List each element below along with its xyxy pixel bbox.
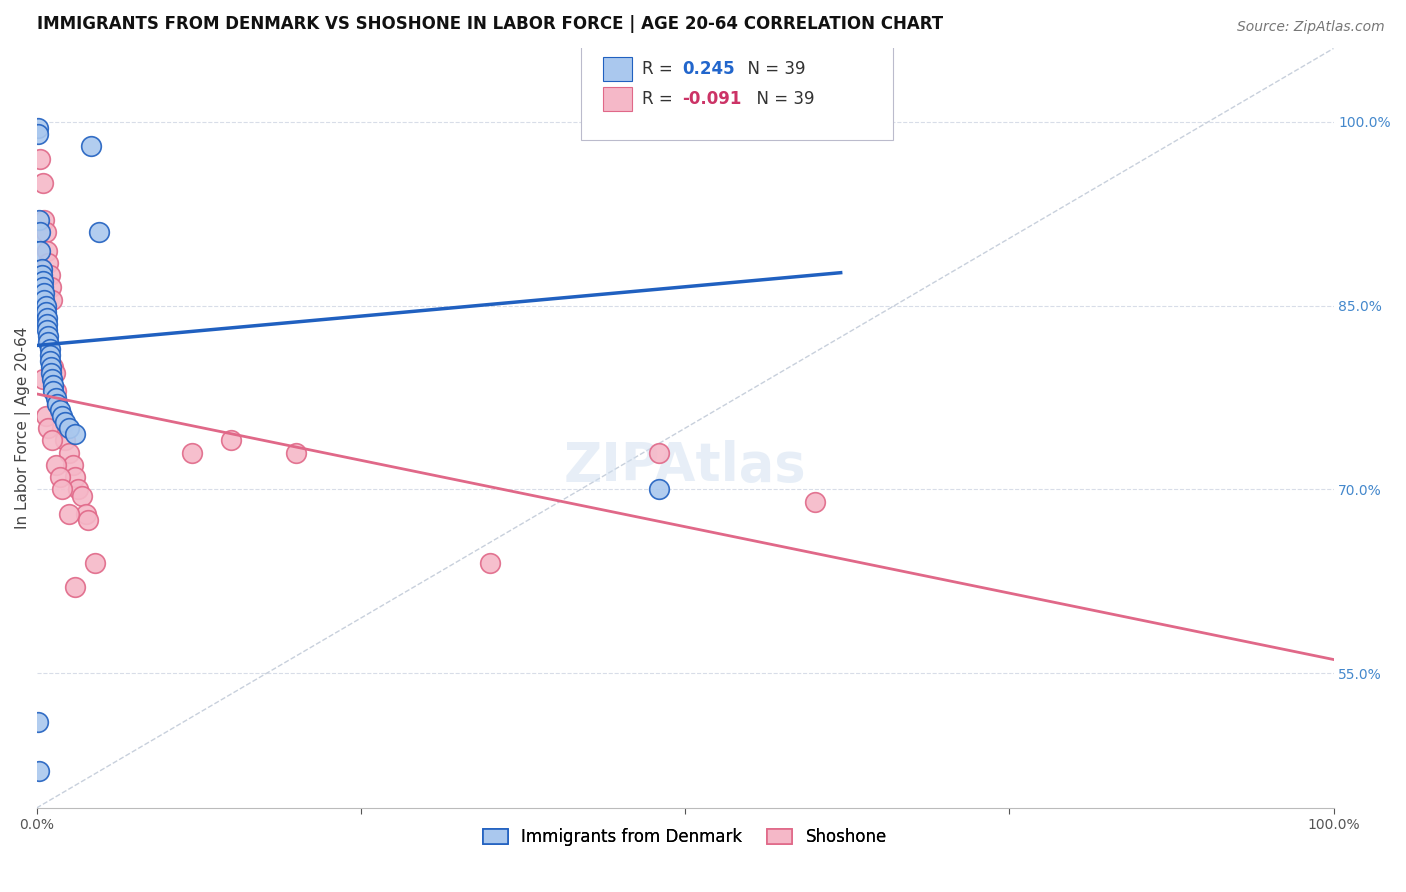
Point	[34, 293, 56, 307]
Point	[58, 421, 80, 435]
Point	[34, 305, 56, 319]
Point	[34, 409, 56, 423]
Point	[44, 366, 66, 380]
Point	[30, 152, 52, 166]
Point	[27, 715, 49, 730]
Point	[77, 513, 100, 527]
Text: -0.091: -0.091	[682, 90, 742, 108]
Point	[32, 280, 55, 294]
Point	[80, 139, 103, 153]
Point	[32, 372, 55, 386]
Point	[37, 421, 59, 435]
Point	[38, 342, 60, 356]
Point	[58, 507, 80, 521]
Point	[34, 299, 56, 313]
Text: ZIPAtlas: ZIPAtlas	[564, 440, 807, 492]
Point	[35, 244, 58, 258]
Text: 0.245: 0.245	[682, 60, 735, 78]
Point	[38, 348, 60, 362]
Point	[830, 115, 852, 129]
Text: N = 39: N = 39	[737, 60, 806, 78]
Point	[38, 268, 60, 282]
Point	[181, 446, 204, 460]
Point	[45, 384, 67, 399]
Point	[51, 421, 73, 435]
FancyBboxPatch shape	[603, 87, 631, 112]
Y-axis label: In Labor Force | Age 20-64: In Labor Force | Age 20-64	[15, 327, 31, 529]
Point	[37, 335, 59, 350]
Point	[28, 213, 51, 227]
Point	[42, 378, 65, 392]
Point	[62, 458, 84, 472]
Point	[58, 446, 80, 460]
Point	[67, 483, 90, 497]
Point	[65, 470, 87, 484]
Text: R =: R =	[643, 60, 678, 78]
Point	[37, 329, 59, 343]
Point	[219, 434, 242, 448]
Point	[41, 293, 63, 307]
Point	[84, 556, 107, 570]
Point	[31, 262, 53, 277]
Point	[37, 256, 59, 270]
Point	[32, 176, 55, 190]
Text: IMMIGRANTS FROM DENMARK VS SHOSHONE IN LABOR FORCE | AGE 20-64 CORRELATION CHART: IMMIGRANTS FROM DENMARK VS SHOSHONE IN L…	[37, 15, 942, 33]
Point	[38, 354, 60, 368]
Point	[65, 427, 87, 442]
Point	[30, 244, 52, 258]
Point	[648, 483, 671, 497]
Point	[27, 121, 49, 136]
Point	[46, 397, 69, 411]
Point	[75, 507, 97, 521]
Point	[42, 384, 65, 399]
Point	[46, 397, 69, 411]
Point	[32, 274, 55, 288]
Point	[27, 127, 49, 141]
Point	[51, 483, 73, 497]
Point	[49, 402, 72, 417]
Point	[45, 458, 67, 472]
Text: Source: ZipAtlas.com: Source: ZipAtlas.com	[1237, 20, 1385, 34]
Point	[35, 317, 58, 331]
Point	[30, 225, 52, 239]
Point	[28, 764, 51, 779]
Legend: Immigrants from Denmark, Shoshone: Immigrants from Denmark, Shoshone	[477, 822, 894, 853]
Point	[39, 280, 62, 294]
Point	[31, 268, 53, 282]
Point	[45, 391, 67, 405]
Text: N = 39: N = 39	[747, 90, 814, 108]
Text: R =: R =	[643, 90, 678, 108]
Point	[34, 225, 56, 239]
Point	[53, 434, 76, 448]
Point	[65, 581, 87, 595]
Point	[53, 415, 76, 429]
Point	[35, 323, 58, 337]
Point	[35, 310, 58, 325]
Point	[41, 372, 63, 386]
Point	[41, 434, 63, 448]
Point	[51, 409, 73, 423]
Point	[803, 494, 825, 508]
Point	[49, 470, 72, 484]
Point	[42, 359, 65, 374]
Point	[39, 359, 62, 374]
Point	[49, 409, 72, 423]
Point	[479, 556, 502, 570]
Point	[648, 446, 671, 460]
Point	[284, 446, 307, 460]
Point	[34, 213, 56, 227]
Point	[70, 489, 93, 503]
FancyBboxPatch shape	[603, 57, 631, 81]
Point	[34, 286, 56, 301]
FancyBboxPatch shape	[581, 37, 893, 139]
Point	[39, 366, 62, 380]
Point	[87, 225, 110, 239]
